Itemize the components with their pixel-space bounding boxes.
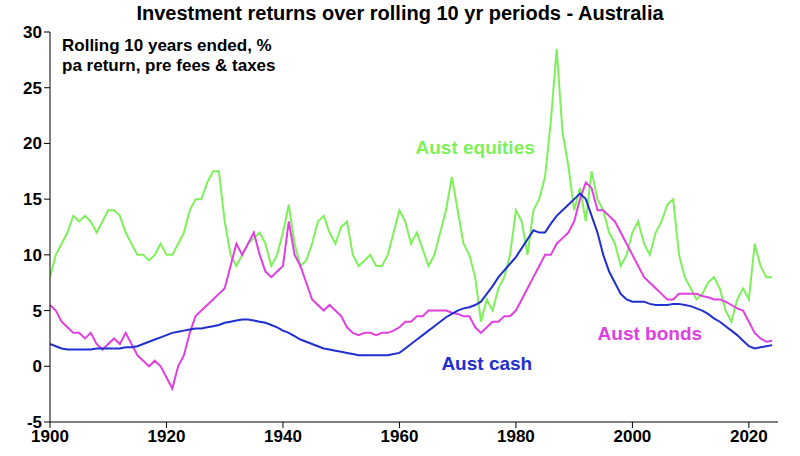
svg-text:1940: 1940: [264, 427, 302, 446]
svg-text:1920: 1920: [148, 427, 186, 446]
svg-text:2020: 2020: [730, 427, 768, 446]
svg-text:1900: 1900: [31, 427, 69, 447]
svg-text:2000: 2000: [613, 427, 651, 446]
html-text:Investment returns over rollin: Investment returns over rolling 10 yr pe…: [136, 2, 664, 24]
svg-text:Aust bonds: Aust bonds: [598, 323, 703, 344]
svg-text:Aust equities: Aust equities: [415, 137, 534, 158]
svg-text:15: 15: [23, 190, 42, 209]
svg-text:-5: -5: [27, 413, 42, 432]
svg-text:1960: 1960: [381, 427, 419, 446]
svg-text:10: 10: [23, 246, 42, 265]
svg-text:0: 0: [33, 357, 42, 376]
svg-text:Aust cash: Aust cash: [441, 353, 532, 374]
svg-text:25: 25: [23, 79, 42, 98]
svg-text:1980: 1980: [497, 427, 535, 446]
html-text:Rolling 10 years ended, % pa r: Rolling 10 years ended, % pa return, pre…: [62, 36, 276, 75]
svg-text:5: 5: [33, 302, 42, 321]
svg-text:20: 20: [23, 134, 42, 153]
svg-text:30: 30: [23, 23, 42, 42]
